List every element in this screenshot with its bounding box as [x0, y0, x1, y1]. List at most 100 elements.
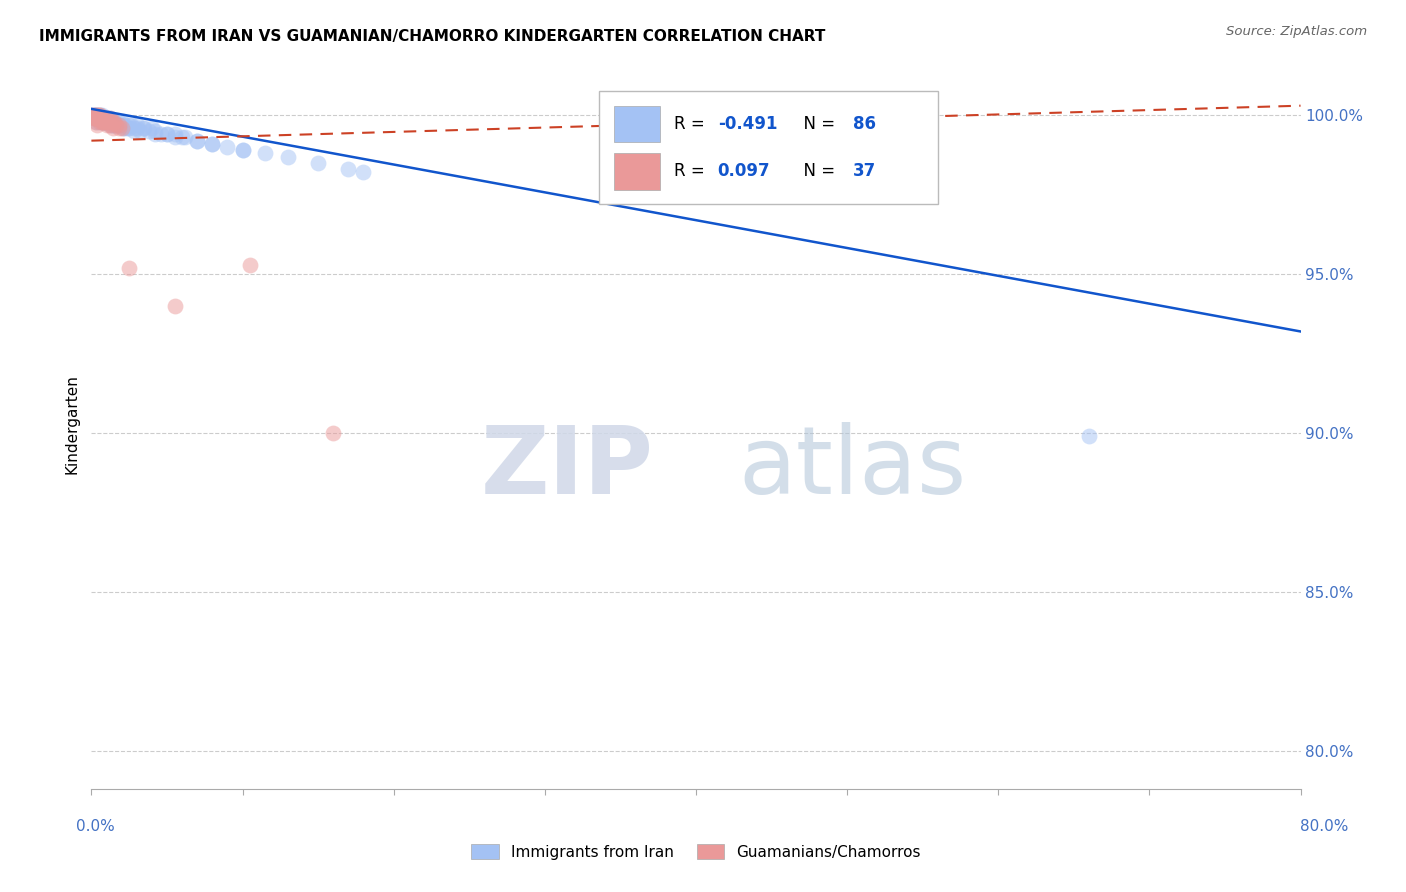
Text: atlas: atlas: [738, 422, 966, 514]
Point: [156, 128, 179, 142]
Point: [98, 118, 121, 132]
Point: [120, 118, 142, 132]
Point: [83, 112, 105, 126]
Point: [143, 128, 166, 142]
Text: IMMIGRANTS FROM IRAN VS GUAMANIAN/CHAMORRO KINDERGARTEN CORRELATION CHART: IMMIGRANTS FROM IRAN VS GUAMANIAN/CHAMOR…: [39, 29, 825, 44]
Point: [86, 108, 108, 122]
Point: [138, 124, 160, 138]
Point: [231, 143, 253, 157]
Point: [89, 112, 111, 126]
Point: [163, 128, 186, 142]
Point: [114, 118, 136, 132]
Point: [111, 118, 132, 132]
Point: [84, 112, 107, 126]
Point: [352, 165, 374, 179]
Point: [93, 112, 115, 126]
Point: [93, 114, 115, 128]
Legend: Immigrants from Iran, Guamanians/Chamorros: Immigrants from Iran, Guamanians/Chamorr…: [465, 838, 927, 866]
Point: [86, 112, 108, 126]
Point: [91, 108, 114, 122]
Point: [101, 114, 124, 128]
Point: [132, 120, 155, 135]
Text: ZIP: ZIP: [481, 422, 654, 514]
Point: [114, 120, 136, 135]
Y-axis label: Kindergarten: Kindergarten: [65, 374, 80, 474]
Point: [111, 120, 132, 135]
Point: [128, 124, 150, 138]
Point: [93, 114, 115, 128]
Point: [89, 114, 111, 128]
Point: [87, 108, 110, 122]
Point: [201, 136, 224, 151]
Point: [87, 108, 110, 122]
Point: [98, 112, 121, 126]
Point: [118, 260, 141, 275]
Point: [143, 124, 166, 138]
Point: [141, 120, 163, 135]
Point: [111, 114, 132, 128]
Point: [1077, 429, 1099, 443]
Text: R =: R =: [675, 162, 710, 180]
Point: [87, 112, 110, 126]
Point: [87, 114, 110, 128]
Point: [91, 112, 114, 126]
Point: [172, 130, 194, 145]
Point: [101, 120, 124, 135]
Point: [186, 134, 208, 148]
Point: [101, 118, 124, 132]
Point: [125, 120, 148, 135]
Point: [156, 128, 179, 142]
Point: [337, 162, 360, 177]
Point: [86, 112, 108, 126]
Point: [93, 114, 115, 128]
Point: [89, 108, 111, 122]
Point: [100, 114, 122, 128]
Text: 37: 37: [853, 162, 876, 180]
Point: [112, 120, 135, 135]
Text: N =: N =: [793, 162, 839, 180]
Point: [201, 136, 224, 151]
Point: [107, 118, 129, 132]
Point: [107, 118, 129, 132]
Point: [82, 108, 104, 122]
Point: [84, 114, 107, 128]
Point: [277, 150, 299, 164]
Point: [118, 118, 141, 132]
Point: [84, 114, 107, 128]
Text: 86: 86: [853, 115, 876, 133]
Point: [97, 114, 120, 128]
Point: [122, 120, 145, 135]
Point: [96, 114, 118, 128]
Text: R =: R =: [675, 115, 710, 133]
Text: -0.491: -0.491: [717, 115, 778, 133]
Point: [97, 114, 120, 128]
Point: [84, 108, 107, 122]
Text: Source: ZipAtlas.com: Source: ZipAtlas.com: [1226, 25, 1367, 38]
Point: [163, 130, 186, 145]
Point: [91, 114, 114, 128]
FancyBboxPatch shape: [599, 91, 938, 204]
Point: [103, 114, 125, 128]
Point: [84, 112, 107, 126]
Point: [87, 112, 110, 126]
Point: [89, 112, 111, 126]
Point: [86, 108, 108, 122]
Text: 80.0%: 80.0%: [1301, 820, 1348, 834]
Point: [97, 114, 120, 128]
Point: [105, 118, 128, 132]
Point: [96, 112, 118, 126]
Point: [98, 112, 121, 126]
Point: [104, 118, 127, 132]
Point: [186, 134, 208, 148]
Point: [96, 112, 118, 126]
Point: [118, 120, 141, 135]
Point: [107, 120, 129, 135]
Point: [149, 128, 172, 142]
Point: [322, 426, 344, 441]
Point: [94, 114, 117, 128]
Point: [163, 299, 186, 313]
Point: [84, 108, 107, 122]
Point: [101, 118, 124, 132]
Point: [94, 114, 117, 128]
Point: [83, 108, 105, 122]
